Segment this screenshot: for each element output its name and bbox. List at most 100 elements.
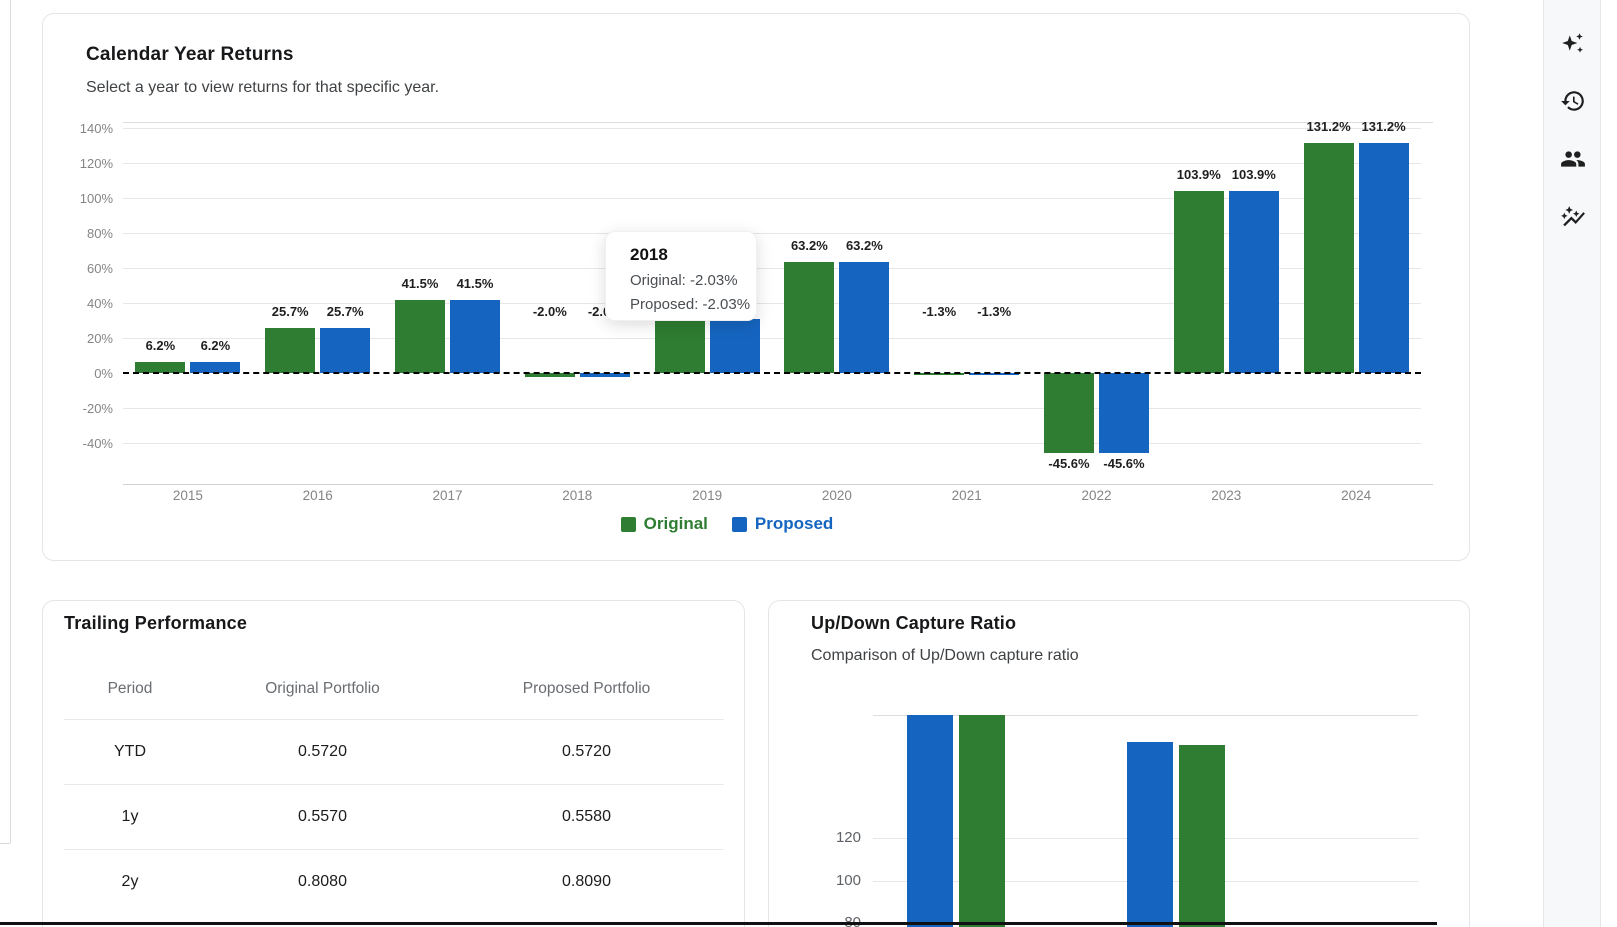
bar-original-2020[interactable]	[784, 262, 835, 373]
y-axis-tick: 100%	[79, 191, 113, 206]
x-axis-year-label[interactable]: 2023	[1211, 488, 1242, 503]
table-header: Period Original Portfolio Proposed Portfol…	[64, 659, 724, 719]
x-axis-year-label[interactable]: 2018	[562, 488, 593, 503]
table-cell: 0.8080	[196, 848, 449, 914]
bar-original-2016[interactable]	[265, 328, 316, 373]
capture-bar-proposed-group1[interactable]	[907, 714, 953, 927]
bar-value-label-original-2016: 25.7%	[271, 304, 309, 320]
plot-top-border	[123, 122, 1433, 123]
legend-item-original[interactable]: Original	[620, 514, 708, 534]
bar-proposed-2015[interactable]	[190, 362, 241, 373]
trailing-performance-table: Period Original Portfolio Proposed Portfol…	[64, 659, 724, 914]
legend-item-proposed[interactable]: Proposed	[731, 514, 834, 534]
x-axis-year-label[interactable]: 2020	[821, 488, 852, 503]
table-row: YTD 0.5720 0.5720	[64, 718, 724, 784]
bar-proposed-2017[interactable]	[450, 300, 500, 373]
tooltip-original-value: Original: -2.03%	[630, 272, 738, 289]
bar-original-2015[interactable]	[135, 362, 186, 373]
bar-proposed-2021[interactable]	[969, 373, 1020, 376]
left-panel-border-corner	[0, 843, 10, 844]
bar-original-2022[interactable]	[1044, 373, 1094, 453]
x-axis-year-label[interactable]: 2017	[432, 488, 463, 503]
calendar-year-returns-card: Calendar Year Returns Select a year to v…	[42, 13, 1470, 561]
table-cell: 0.5570	[196, 783, 449, 849]
bar-value-label-proposed-2021: -1.3%	[977, 304, 1012, 319]
trailing-card-title: Trailing Performance	[64, 613, 248, 633]
y-axis-tick: 140%	[79, 121, 113, 136]
x-axis-year-label[interactable]: 2022	[1081, 488, 1112, 503]
bar-original-2024[interactable]	[1303, 143, 1354, 373]
people-icon[interactable]	[1553, 139, 1593, 179]
capture-card-subtitle: Comparison of Up/Down capture ratio	[811, 647, 1079, 664]
y-axis-tick: 80	[844, 914, 861, 927]
bar-value-label-proposed-2024: 131.2%	[1361, 119, 1406, 135]
bar-value-label-original-2023: 103.9%	[1176, 167, 1221, 183]
bar-proposed-2022[interactable]	[1099, 373, 1149, 453]
capture-ratio-card: Up/Down Capture Ratio Comparison of Up/D…	[768, 600, 1470, 927]
calendar-card-title: Calendar Year Returns	[86, 44, 294, 65]
column-header: Proposed Portfolio	[522, 679, 651, 697]
bar-proposed-2024[interactable]	[1358, 143, 1409, 373]
table-row: 1y 0.5570 0.5580	[64, 783, 724, 849]
bar-proposed-2023[interactable]	[1228, 191, 1279, 373]
gridline	[123, 408, 1421, 409]
x-axis-year-label[interactable]: 2016	[302, 488, 333, 503]
table-cell: YTD	[64, 718, 196, 784]
x-axis-year-label[interactable]: 2015	[172, 488, 203, 503]
bar-proposed-2018[interactable]	[579, 373, 630, 377]
bar-original-2019[interactable]	[654, 318, 705, 373]
gridline	[123, 233, 1421, 234]
auto-graph-icon[interactable]	[1553, 197, 1593, 237]
legend-label-proposed: Proposed	[754, 514, 834, 533]
bar-value-label-original-2020: 63.2%	[790, 238, 828, 254]
table-cell: 0.8090	[449, 848, 724, 914]
gridline	[123, 268, 1421, 269]
y-axis-tick: 60%	[86, 261, 113, 276]
bar-value-label-proposed-2023: 103.9%	[1231, 167, 1276, 183]
x-axis-line	[123, 484, 1433, 485]
bar-value-label-original-2021: -1.3%	[922, 304, 957, 319]
y-axis-tick: 100	[835, 871, 861, 889]
plot-top-border	[873, 714, 1418, 716]
bar-proposed-2019[interactable]	[709, 318, 760, 373]
calendar-returns-chart: 140% 120% 100% 80% 60% 40% 20% 0% -20% -40% 2015 6.…	[43, 14, 1471, 562]
gridline	[123, 198, 1421, 199]
zero-baseline	[123, 372, 1421, 374]
capture-card-title: Up/Down Capture Ratio	[811, 613, 1017, 633]
bar-value-label-proposed-2020: 63.2%	[845, 238, 883, 254]
bar-proposed-2020[interactable]	[839, 262, 890, 373]
bar-original-2021[interactable]	[914, 373, 965, 376]
capture-ratio-chart: 120 100 80	[769, 601, 1469, 927]
capture-bar-original-group1[interactable]	[959, 714, 1005, 927]
bar-proposed-2016[interactable]	[320, 328, 371, 373]
y-axis-tick: 20%	[86, 331, 113, 346]
x-axis-year-label[interactable]: 2021	[951, 488, 982, 503]
x-axis-year-label[interactable]: 2019	[692, 488, 723, 503]
gridline	[123, 338, 1421, 339]
bar-original-2023[interactable]	[1173, 191, 1224, 373]
y-axis-tick: 120	[835, 829, 861, 846]
gridline	[123, 163, 1421, 164]
sparkle-icon[interactable]	[1553, 23, 1593, 63]
y-axis-tick: -40%	[82, 436, 113, 451]
table-cell: 1y	[64, 783, 196, 849]
table-row: 2y 0.8080 0.8090	[64, 848, 724, 914]
column-header: Period	[107, 679, 153, 697]
bar-original-2018[interactable]	[524, 373, 575, 377]
tooltip-proposed-value: Proposed: -2.03%	[630, 296, 751, 313]
bottom-divider-bar	[0, 922, 1437, 925]
bar-original-2017[interactable]	[395, 300, 445, 373]
tooltip-year: 2018	[630, 245, 668, 264]
capture-bar-proposed-group2[interactable]	[1127, 742, 1173, 927]
bar-value-label-proposed-2022: -45.6%	[1103, 455, 1145, 471]
bar-value-label-original-2018: -2.0%	[532, 304, 567, 319]
original-swatch-icon	[620, 516, 636, 532]
x-axis-year-label[interactable]: 2024	[1341, 488, 1372, 503]
column-header: Original Portfolio	[265, 679, 380, 697]
y-axis-tick: 120%	[79, 156, 113, 171]
history-icon[interactable]	[1553, 81, 1593, 121]
capture-bar-original-group2[interactable]	[1179, 744, 1225, 927]
bar-value-label-original-2017: 41.5%	[401, 276, 439, 292]
gridline	[123, 303, 1421, 304]
bar-value-label-proposed-2017: 41.5%	[456, 276, 494, 292]
